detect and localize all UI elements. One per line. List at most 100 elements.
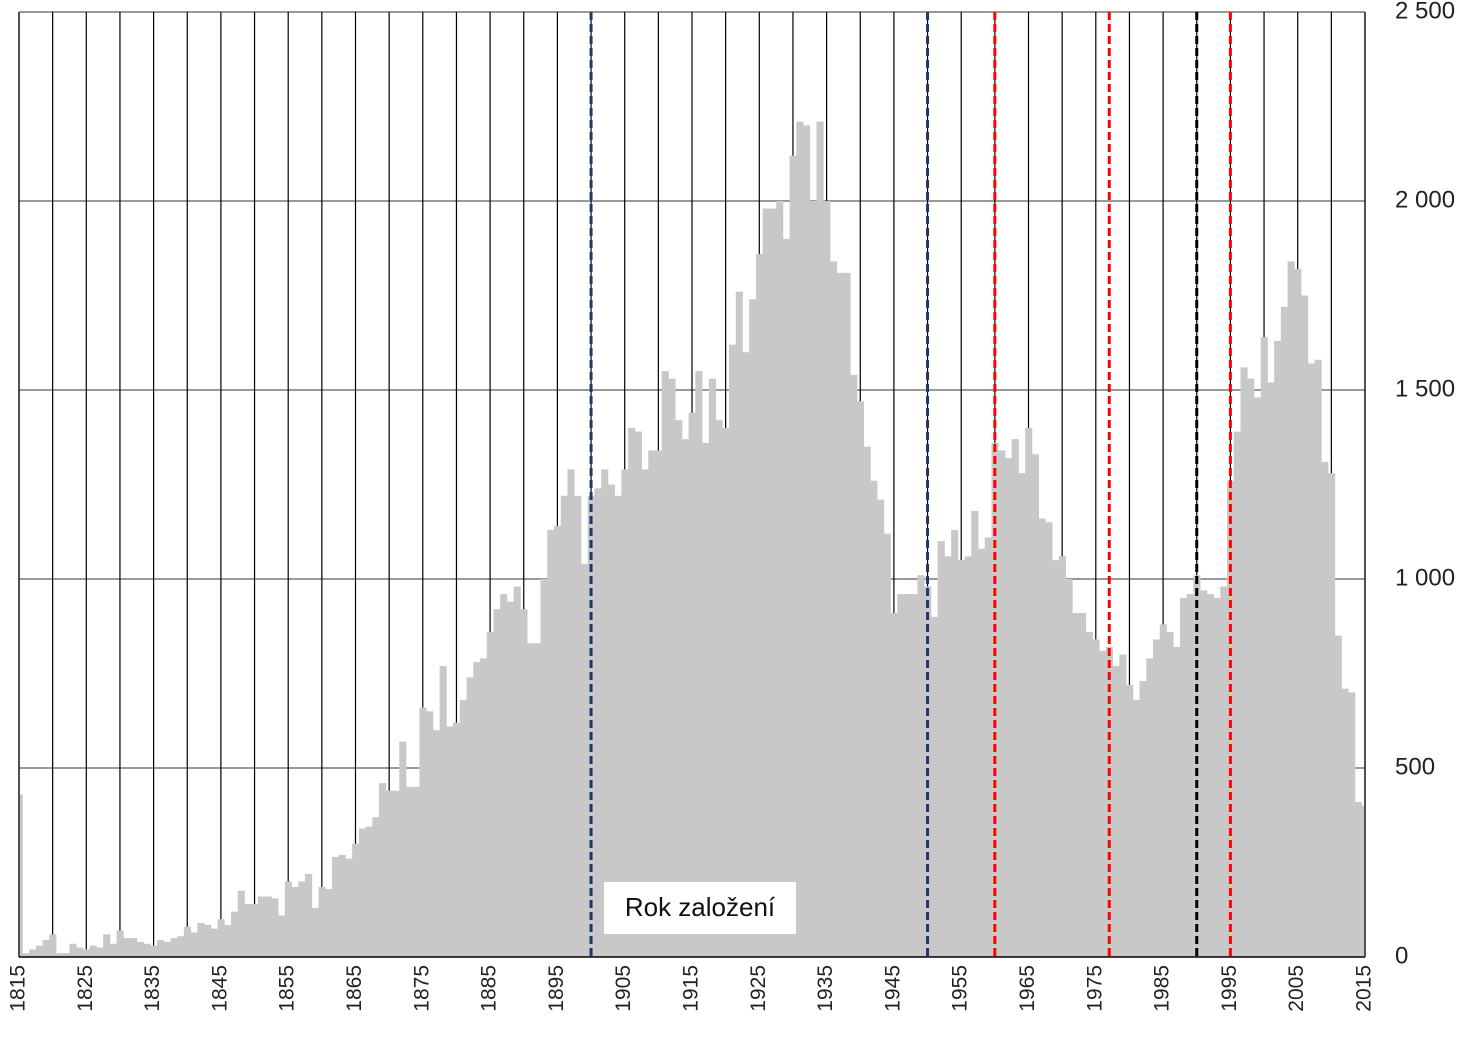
bars [19,121,1365,957]
bar [769,208,777,957]
annotation: Rok založení [625,892,776,922]
bar [776,201,784,957]
bar [1307,363,1315,957]
bar [143,943,151,957]
bar [863,446,871,957]
bar [1166,631,1174,957]
bar [103,934,111,957]
bar [1011,439,1019,957]
bar [419,707,427,957]
bar [742,352,750,957]
bar [1179,597,1188,957]
bar [163,941,171,957]
x-tick-label: 1815 [7,965,30,1012]
bar [29,949,37,957]
bar [897,594,905,957]
bar [850,374,858,957]
bar [641,469,649,957]
bar [1200,590,1208,957]
bar [372,817,380,957]
bar [1260,337,1268,957]
bar [197,922,205,957]
bar [1119,654,1127,957]
bar [480,658,488,957]
bar [957,560,965,957]
bar [722,427,730,957]
bar [702,442,710,957]
bar [547,529,555,957]
bar [257,896,266,957]
bar [513,586,521,957]
bar [675,420,683,957]
bar [634,431,642,957]
bar [829,261,838,957]
bar [944,556,952,957]
bar [971,510,979,957]
bar [1233,431,1241,957]
bar [1153,639,1161,957]
bar [1052,560,1060,957]
x-tick-label: 1835 [141,965,164,1012]
bar [123,938,131,957]
bar [1065,579,1073,957]
bar [978,548,986,957]
x-tick-label: 1955 [949,965,972,1012]
bar [116,930,124,957]
bar [1058,556,1066,957]
bar [910,594,918,957]
bar [352,843,360,957]
bar [1126,684,1134,957]
bar [1361,805,1365,957]
bar [358,828,366,957]
bar [729,344,737,957]
bar [533,643,541,957]
bar [823,201,831,957]
axes: 0 500 1 000 1 500 2 000 2 500 1815 1825 1835 1845… [7,0,1456,1012]
bar [1206,594,1214,957]
bar [755,253,764,957]
bar [1186,594,1194,957]
bar [1348,692,1356,957]
bar [109,943,117,957]
bar [466,677,474,957]
bar [789,155,797,957]
bar [668,378,676,957]
bar [1146,658,1154,957]
bar [1038,518,1046,957]
bar [1018,473,1026,957]
x-tick-label: 1825 [74,965,97,1012]
bar [170,938,178,957]
bar [493,609,501,957]
bar [661,371,669,957]
bar [412,786,420,957]
bar [1274,340,1282,957]
bar [1327,473,1336,957]
bar [681,439,690,957]
bar [392,790,400,957]
bar [998,450,1006,957]
bar [183,926,192,957]
bar [130,938,138,957]
bar [136,941,144,957]
bar [453,722,461,957]
bar [325,888,333,957]
bar [150,945,158,957]
bar [937,541,945,957]
bar [156,939,165,957]
bar [271,898,279,957]
bar [803,125,811,957]
x-tick-label: 1905 [612,965,635,1012]
bar [1085,631,1093,957]
bar [574,495,582,957]
bar [984,537,992,957]
bar [762,208,770,957]
bar [291,887,299,957]
bar [964,556,972,957]
bar [917,575,925,957]
bar [870,480,878,957]
bar [1220,586,1228,957]
bar [1287,261,1295,957]
x-tick-label: 1925 [747,965,770,1012]
bar [688,412,696,957]
